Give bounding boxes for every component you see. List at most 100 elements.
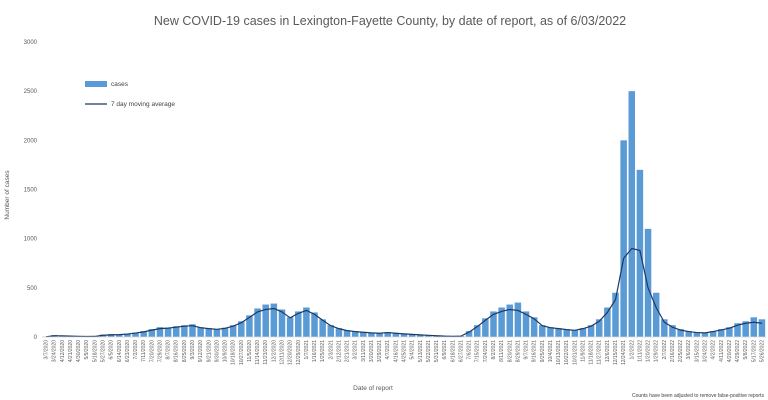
x-tick-label: 3/7/2020 xyxy=(44,340,50,360)
bar-cases xyxy=(270,303,278,337)
bar-cases xyxy=(181,325,188,337)
bar-cases xyxy=(685,331,692,337)
x-tick-label: 10/18/2020 xyxy=(231,340,237,365)
x-tick-label: 9/25/2021 xyxy=(540,340,546,362)
y-tick-label: 2000 xyxy=(24,138,38,144)
bar-cases xyxy=(522,311,530,337)
x-tick-label: 5/31/2021 xyxy=(434,340,440,362)
x-tick-label: 5/9/2020 xyxy=(84,340,90,360)
bar-cases xyxy=(124,333,131,337)
bar-cases xyxy=(750,317,758,337)
bar-series xyxy=(42,91,766,337)
y-tick-labels: 0 500 1000 1500 2000 2500 3000 xyxy=(24,40,38,341)
bar-cases xyxy=(644,228,652,337)
bar-cases xyxy=(661,319,668,337)
y-tick-label: 1000 xyxy=(24,237,38,243)
x-tick-label: 8/2/2021 xyxy=(491,340,497,360)
x-tick-label: 1/29/2022 xyxy=(654,340,660,362)
x-tick-label: 5/17/2022 xyxy=(751,340,757,362)
bar-cases xyxy=(620,140,627,337)
bar-cases xyxy=(490,311,497,337)
x-tick-label: 8/7/2020 xyxy=(166,340,172,360)
y-tick-label: 3000 xyxy=(24,40,38,46)
y-tick-label: 500 xyxy=(27,286,38,292)
y-tick-label: 1500 xyxy=(24,188,38,194)
bar-cases xyxy=(604,307,611,337)
x-tick-label: 8/16/2020 xyxy=(174,340,180,362)
x-tick-label: 9/16/2021 xyxy=(532,340,538,362)
x-tick-label: 8/11/2021 xyxy=(499,340,505,362)
x-tick-label: 7/29/2020 xyxy=(157,340,163,362)
x-tick-label: 11/9/2021 xyxy=(580,340,586,362)
x-tick-label: 5/13/2021 xyxy=(418,340,424,362)
bar-cases xyxy=(652,292,660,337)
x-tick-label: 3/24/2020 xyxy=(52,340,58,362)
x-tick-label: 11/14/2020 xyxy=(255,340,261,365)
bar-cases xyxy=(278,309,286,337)
x-tick-label: 12/29/2020 xyxy=(296,340,302,365)
x-tick-label: 8/20/2021 xyxy=(507,340,513,362)
bar-cases xyxy=(254,308,261,337)
x-tick-label: 2/21/2021 xyxy=(345,340,351,362)
bar-cases xyxy=(221,327,229,337)
x-tick-label: 5/4/2021 xyxy=(410,340,416,360)
bar-cases xyxy=(229,325,237,337)
bar-cases xyxy=(213,329,221,337)
x-tick-label: 1/25/2021 xyxy=(320,340,326,362)
bar-cases xyxy=(156,327,164,337)
bar-cases xyxy=(555,328,562,337)
bar-cases xyxy=(408,334,416,337)
bar-cases xyxy=(189,324,196,337)
x-tick-label: 10/9/2020 xyxy=(223,340,229,362)
bar-cases xyxy=(465,331,473,337)
bar-cases xyxy=(547,327,554,337)
x-tick-label: 5/26/2022 xyxy=(759,340,765,362)
x-tick-label: 9/3/2020 xyxy=(190,340,196,360)
x-tick-label: 4/21/2020 xyxy=(68,340,74,362)
x-tick-label: 6/27/2021 xyxy=(458,340,464,362)
bar-cases xyxy=(482,318,489,337)
legend-label-moving-average: 7 day moving average xyxy=(111,101,175,108)
bar-cases xyxy=(579,328,587,337)
x-tick-label: 6/5/2020 xyxy=(109,340,115,360)
x-tick-label: 6/18/2021 xyxy=(450,340,456,362)
bar-cases xyxy=(693,332,701,337)
bar-cases xyxy=(425,335,432,337)
x-tick-label: 2/7/2022 xyxy=(662,340,668,360)
bar-cases xyxy=(595,319,603,337)
bar-cases xyxy=(343,330,351,337)
x-tick-label: 3/6/2022 xyxy=(686,340,692,360)
x-tick-label: 5/22/2021 xyxy=(426,340,432,362)
x-tick-label: 1/16/2021 xyxy=(312,340,318,362)
x-tick-label: 7/24/2021 xyxy=(483,340,489,362)
x-tick-label: 10/22/2021 xyxy=(564,340,570,365)
footnote: Counts have been adjusted to remove fals… xyxy=(632,393,765,399)
x-tick-label: 3/20/2021 xyxy=(369,340,375,362)
bar-cases xyxy=(116,334,123,337)
x-tick-label: 2/16/2022 xyxy=(670,340,676,362)
x-tick-label: 4/20/2022 xyxy=(727,340,733,362)
x-tick-label: 3/24/2022 xyxy=(702,340,708,362)
chart-title: New COVID-19 cases in Lexington-Fayette … xyxy=(154,14,626,28)
x-tick-label: 9/30/2020 xyxy=(214,340,220,362)
bar-cases xyxy=(636,169,644,337)
x-tick-label: 4/11/2022 xyxy=(719,340,725,362)
bar-cases xyxy=(327,325,335,337)
legend-label-cases: cases xyxy=(111,81,129,88)
bar-cases xyxy=(628,91,636,337)
bar-cases xyxy=(148,329,156,337)
x-tick-label: 11/18/2021 xyxy=(589,340,595,365)
bar-cases xyxy=(107,334,115,337)
bar-cases xyxy=(335,328,343,337)
bar-cases xyxy=(246,315,253,337)
bar-cases xyxy=(172,326,180,337)
x-tick-label: 10/31/2021 xyxy=(572,340,578,365)
x-tick-label: 2/3/2021 xyxy=(328,340,334,360)
x-tick-label: 10/4/2021 xyxy=(548,340,554,362)
x-tick-label: 3/29/2021 xyxy=(377,340,383,362)
y-axis-title: Number of cases xyxy=(4,170,11,220)
x-tick-label: 11/27/2021 xyxy=(597,340,603,365)
x-tick-label: 4/2/2022 xyxy=(711,340,717,360)
x-tick-label: 7/15/2021 xyxy=(475,340,481,362)
x-tick-label: 5/27/2020 xyxy=(101,340,107,362)
